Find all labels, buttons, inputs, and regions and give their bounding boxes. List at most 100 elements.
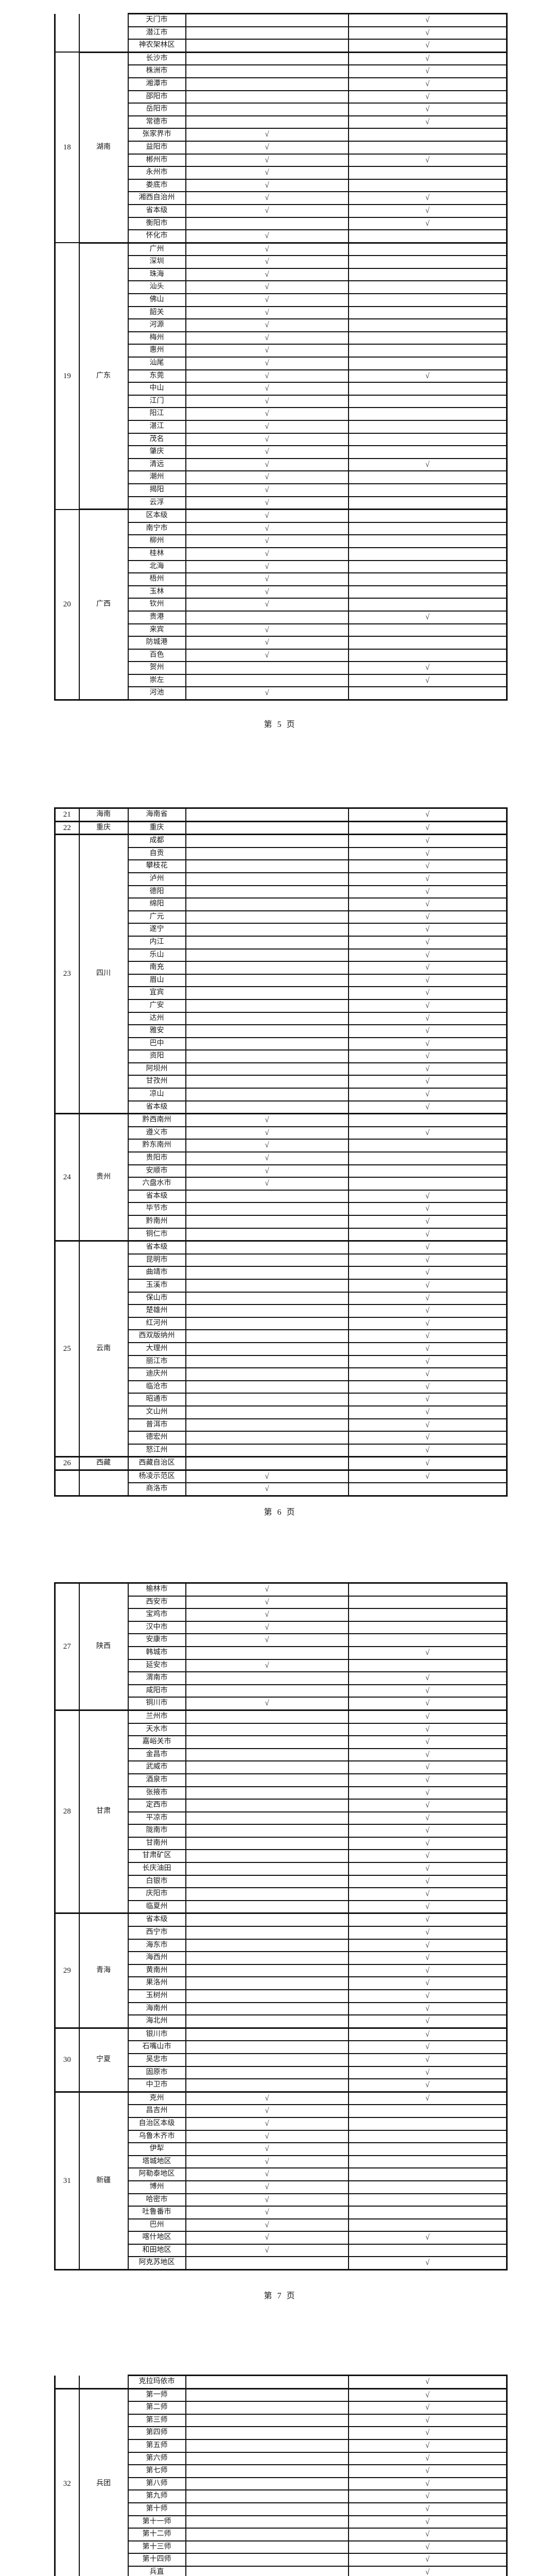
region-table-page-6: 21 海南 海南省 √ 22 重庆 重庆 √ 23 四川 成都 √ 自贡 √ 攀枝花 √ 泸州 √ 德阳 √ 绵阳 √ 广元… (54, 807, 508, 1497)
city-cell: 乌鲁木齐市 (127, 2129, 186, 2144)
city-cell: 河源 (127, 318, 186, 332)
city-cell: 珠海 (127, 267, 186, 282)
province-cell: 云南 (78, 1240, 129, 1458)
table-row: 嘉峪关市 √ (55, 1735, 508, 1749)
city-cell: 湘西自治州 (127, 191, 186, 205)
check-col2-cell: √ (348, 1912, 508, 1927)
region-number-cell: 23 (54, 834, 80, 1114)
city-cell: 云浮 (127, 496, 186, 510)
city-cell: 杨凌示范区 (127, 1469, 186, 1484)
check-col2-cell (348, 166, 508, 180)
check-col2-cell (348, 509, 508, 523)
check-col1-cell (185, 2401, 349, 2415)
city-cell: 梅州 (127, 331, 186, 345)
check-col1-cell: √ (185, 242, 349, 257)
table-row: 桂林 √ (55, 547, 508, 561)
check-col2-cell (348, 1177, 508, 1191)
check-col1-cell (185, 1215, 349, 1229)
check-col1-cell: √ (185, 1139, 349, 1153)
city-cell: 钦州 (127, 598, 186, 612)
table-row: 郴州市 √ √ (55, 153, 508, 167)
table-row: 25 云南 省本级 √ (54, 1240, 508, 1458)
table-row: 杨凌示范区 √ √ (54, 1469, 508, 1497)
check-col2-cell (348, 229, 508, 244)
city-cell: 中卫市 (127, 2078, 186, 2093)
check-col1-cell (185, 1431, 349, 1445)
city-cell: 永州市 (127, 166, 186, 180)
city-cell: 武威市 (127, 1760, 186, 1774)
check-col1-cell (185, 1227, 349, 1242)
check-col1-cell: √ (185, 2167, 349, 2181)
region-number-cell: 19 (54, 243, 80, 510)
check-col1-cell (185, 39, 349, 53)
city-cell: 铜仁市 (127, 1227, 186, 1242)
city-cell: 德宏州 (127, 1431, 186, 1445)
province-cell: 兵团 (78, 2387, 129, 2576)
city-cell: 衡阳市 (127, 216, 186, 231)
city-cell: 肇庆 (127, 445, 186, 459)
check-col1-cell (185, 1976, 349, 1990)
check-col2-cell: √ (348, 2401, 508, 2415)
check-col2-cell (348, 2243, 508, 2258)
check-col2-cell: √ (348, 2078, 508, 2093)
check-col2-cell: √ (348, 923, 508, 937)
city-cell: 自贡 (127, 846, 186, 861)
region-table-page-7: 27 陕西 榆林市 √ 西安市 √ 宝鸡市 √ 汉中市 √ 安康市 √ 韩城市 √ 延安市 √ 渭南市 √ 咸阳市 √… (54, 1582, 508, 2271)
check-col1-cell: √ (185, 585, 349, 599)
city-cell: 阳江 (127, 407, 186, 421)
province-cell: 青海 (78, 1912, 129, 2029)
city-cell: 省本级 (127, 1100, 186, 1114)
check-col1-cell (185, 1253, 349, 1267)
city-cell: 嘉峪关市 (127, 1735, 186, 1749)
check-col2-cell: √ (348, 2502, 508, 2516)
region-number-cell: 27 (54, 1582, 80, 1711)
check-col1-cell (185, 2014, 349, 2029)
check-col1-cell: √ (185, 318, 349, 332)
check-col2-cell: √ (348, 1697, 508, 1711)
table-row: 贵阳市 √ (55, 1151, 508, 1165)
city-cell: 岳阳市 (127, 103, 186, 116)
city-cell: 红河州 (127, 1316, 186, 1331)
check-col2-cell (348, 2155, 508, 2169)
table-row: 玉溪市 √ (55, 1278, 508, 1293)
check-col1-cell (185, 1862, 349, 1876)
check-col1-cell (185, 1722, 349, 1737)
check-col1-cell (185, 1316, 349, 1331)
check-col1-cell (185, 2515, 349, 2529)
check-col1-cell (185, 1075, 349, 1089)
city-cell: 兰州市 (127, 1709, 186, 1724)
city-cell: 甘孜州 (127, 1075, 186, 1089)
city-cell: 榆林市 (127, 1582, 186, 1597)
city-cell: 贵港 (127, 610, 186, 624)
check-col2-cell: √ (348, 1088, 508, 1101)
check-col2-cell (348, 344, 508, 358)
check-col2-cell: √ (348, 1189, 508, 1204)
check-col1-cell: √ (185, 344, 349, 358)
table-row: 丽江市 √ (55, 1354, 508, 1369)
check-col2-cell: √ (348, 1824, 508, 1838)
city-cell: 临夏州 (127, 1900, 186, 1914)
check-col2-cell (348, 1633, 508, 1647)
check-col2-cell (348, 293, 508, 307)
city-cell: 第五师 (127, 2438, 186, 2453)
city-cell: 黔西南州 (127, 1113, 186, 1127)
check-col2-cell: √ (348, 1215, 508, 1229)
city-cell: 黔东南州 (127, 1139, 186, 1153)
province-cell: 贵州 (78, 1113, 129, 1242)
check-col1-cell: √ (185, 191, 349, 205)
check-col1-cell (185, 872, 349, 886)
table-row: 吴忠市 √ (55, 2053, 508, 2067)
check-col2-cell: √ (348, 1671, 508, 1685)
check-col1-cell (185, 2553, 349, 2567)
check-col2-cell (348, 496, 508, 510)
city-cell: 玉树州 (127, 1989, 186, 2003)
check-col2-cell (348, 242, 508, 257)
check-col1-cell (185, 1456, 349, 1471)
city-cell: 巴中 (127, 1037, 186, 1051)
check-col1-cell (185, 1951, 349, 1965)
check-col2-cell: √ (348, 897, 508, 911)
city-cell: 乐山 (127, 948, 186, 962)
table-row: 临沧市 √ (55, 1380, 508, 1394)
table-row: 第七师 √ (55, 2464, 508, 2478)
city-cell: 第三师 (127, 2413, 186, 2428)
